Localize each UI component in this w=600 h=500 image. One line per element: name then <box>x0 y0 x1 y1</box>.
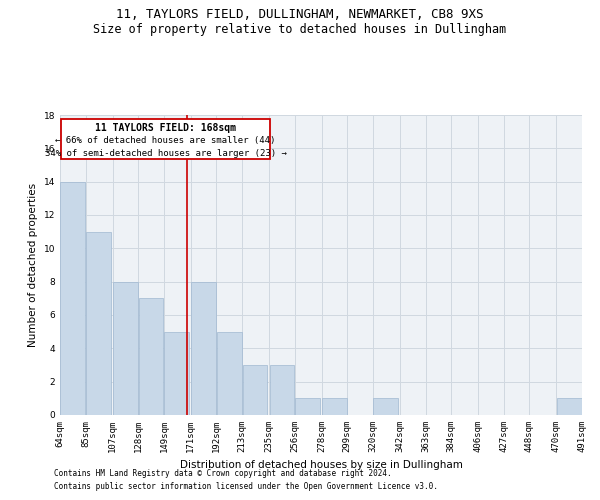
Bar <box>217 332 242 415</box>
Bar <box>139 298 163 415</box>
Bar <box>164 332 189 415</box>
Text: Size of property relative to detached houses in Dullingham: Size of property relative to detached ho… <box>94 22 506 36</box>
Bar <box>242 365 268 415</box>
Bar <box>557 398 581 415</box>
Text: ← 66% of detached houses are smaller (44): ← 66% of detached houses are smaller (44… <box>55 136 275 145</box>
FancyBboxPatch shape <box>61 119 270 159</box>
Text: Contains HM Land Registry data © Crown copyright and database right 2024.: Contains HM Land Registry data © Crown c… <box>54 468 392 477</box>
Bar <box>373 398 398 415</box>
Y-axis label: Number of detached properties: Number of detached properties <box>28 183 38 347</box>
Bar <box>322 398 347 415</box>
Text: 34% of semi-detached houses are larger (23) →: 34% of semi-detached houses are larger (… <box>44 149 286 158</box>
Text: 11 TAYLORS FIELD: 168sqm: 11 TAYLORS FIELD: 168sqm <box>95 124 236 134</box>
Text: Contains public sector information licensed under the Open Government Licence v3: Contains public sector information licen… <box>54 482 438 491</box>
X-axis label: Distribution of detached houses by size in Dullingham: Distribution of detached houses by size … <box>179 460 463 470</box>
Bar <box>61 182 85 415</box>
Bar <box>269 365 294 415</box>
Bar <box>191 282 216 415</box>
Bar <box>113 282 138 415</box>
Text: 11, TAYLORS FIELD, DULLINGHAM, NEWMARKET, CB8 9XS: 11, TAYLORS FIELD, DULLINGHAM, NEWMARKET… <box>116 8 484 20</box>
Bar <box>295 398 320 415</box>
Bar <box>86 232 111 415</box>
